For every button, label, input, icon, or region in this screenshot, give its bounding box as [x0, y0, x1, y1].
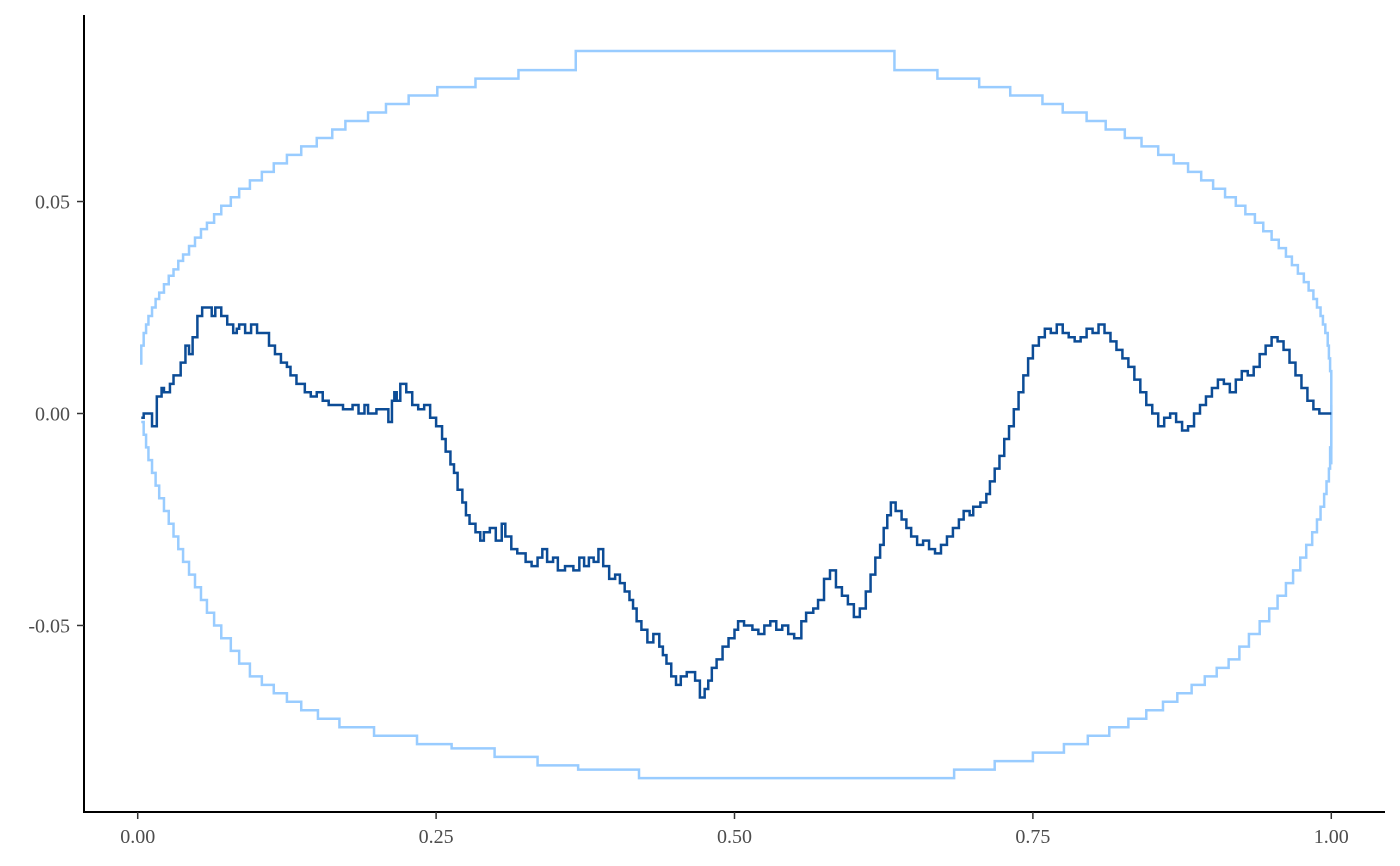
y-tick-label: -0.05	[28, 615, 70, 637]
axis-ticks: 0.00 0.25 0.50 0.75 1.00 0.05 0.00 -0.05	[28, 192, 1348, 848]
y-tick-label: 0.05	[35, 192, 70, 214]
x-tick-label: 0.75	[1015, 826, 1050, 848]
x-tick-label: 1.00	[1314, 826, 1349, 848]
series-line-upper-band	[140, 49, 1333, 465]
y-tick-label: 0.00	[35, 404, 70, 426]
plot-area	[140, 49, 1333, 780]
x-tick-label: 0.25	[419, 826, 454, 848]
x-tick-label: 0.50	[717, 826, 752, 848]
series-line-lower-band	[141, 405, 1333, 780]
series-line-path	[141, 306, 1332, 699]
x-tick-label: 0.00	[120, 826, 155, 848]
